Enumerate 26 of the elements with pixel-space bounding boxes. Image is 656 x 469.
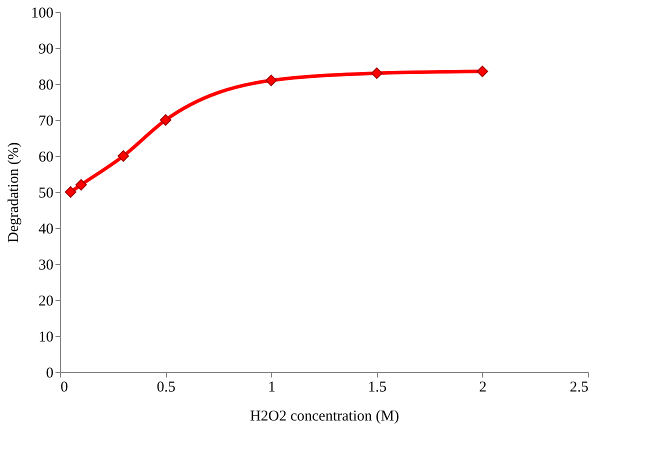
point: [75, 179, 87, 191]
y-tick-label: 90: [38, 42, 54, 58]
y-tick-label: 0: [46, 366, 54, 382]
x-tick-label: 2: [479, 380, 487, 396]
x-tick-label: 2.5: [570, 380, 588, 396]
x-tick-label: 1.5: [368, 380, 387, 396]
point: [476, 66, 488, 78]
y-tick-label: 20: [38, 294, 54, 310]
y-axis-title: Degradation (%): [6, 142, 22, 243]
y-tick-label: 50: [38, 186, 54, 202]
y-tick-label: 10: [38, 330, 54, 346]
x-tick-label: 0: [60, 380, 68, 396]
x-axis-title: H2O2 concentration (M): [250, 408, 400, 424]
point: [371, 67, 383, 79]
point: [265, 74, 277, 86]
y-tick-label: 40: [38, 222, 54, 238]
point: [118, 150, 130, 162]
x-tick-label: 0.5: [156, 380, 176, 396]
y-tick-label: 100: [31, 6, 54, 22]
point: [160, 114, 172, 126]
x-tick-label: 1: [268, 380, 276, 396]
y-tick-label: 60: [38, 150, 54, 166]
y-tick-label: 30: [38, 258, 54, 274]
y-tick-label: 70: [38, 114, 54, 130]
point: [64, 186, 76, 198]
y-tick-label: 80: [38, 78, 54, 94]
